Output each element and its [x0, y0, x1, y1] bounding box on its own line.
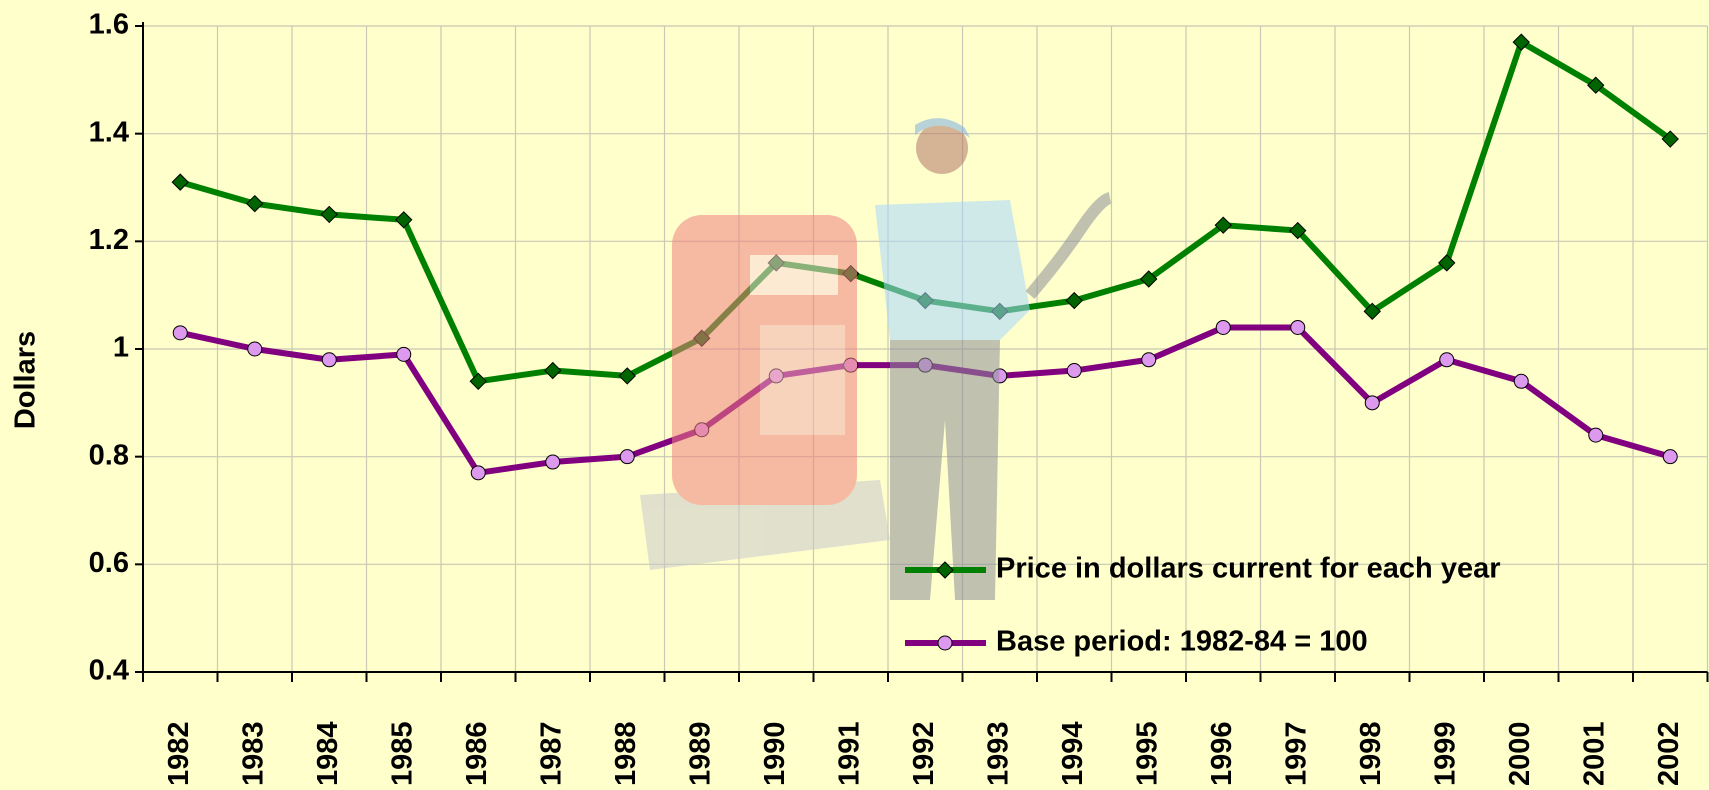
pump-window	[750, 255, 838, 295]
y-tick-label: 1.6	[89, 9, 129, 41]
marker	[1439, 352, 1455, 368]
marker	[469, 372, 487, 391]
marker	[396, 346, 412, 362]
y-tick-label: 1.4	[89, 116, 129, 148]
marker	[247, 341, 263, 357]
person-shirt	[875, 200, 1030, 340]
person-cap	[915, 118, 970, 138]
marker	[1512, 33, 1530, 51]
marker	[470, 465, 486, 481]
x-tick-label: 2000	[1504, 721, 1536, 786]
x-tick-label: 1993	[982, 721, 1014, 786]
marker	[1140, 270, 1158, 288]
marker	[1661, 130, 1679, 148]
y-tick-label: 0.6	[89, 547, 129, 579]
marker	[1141, 352, 1157, 368]
marker	[1513, 373, 1529, 389]
y-tick-label: 0.4	[89, 655, 129, 687]
person-head	[916, 122, 968, 174]
x-tick-label: 1997	[1280, 721, 1312, 786]
x-tick-label: 1988	[610, 721, 642, 786]
x-tick-label: 1991	[833, 721, 865, 786]
marker	[1214, 216, 1232, 234]
nozzle	[1025, 192, 1112, 299]
x-tick-label: 1992	[908, 721, 940, 786]
x-tick-label: 1999	[1429, 721, 1461, 786]
x-tick-label: 1985	[386, 721, 418, 786]
y-tick-label: 0.8	[89, 439, 129, 471]
legend-label: Base period: 1982-84 = 100	[996, 626, 1368, 658]
x-tick-label: 1986	[461, 721, 493, 786]
clipart	[640, 118, 1112, 600]
x-tick-label: 1984	[312, 721, 344, 786]
legend: Price in dollars current for each year Ba…	[905, 553, 1500, 658]
marker	[1588, 427, 1604, 443]
y-axis-title: Dollars	[10, 331, 42, 429]
marker	[1065, 291, 1083, 310]
marker	[1662, 449, 1678, 465]
marker	[321, 352, 337, 368]
x-tick-label: 1987	[535, 721, 567, 786]
marker	[172, 325, 188, 341]
marker	[1364, 395, 1380, 411]
x-tick-label: 1994	[1057, 721, 1089, 786]
marker	[246, 194, 264, 213]
person-trousers	[890, 340, 1000, 600]
x-tick-label: 1995	[1131, 721, 1163, 786]
marker	[1215, 319, 1231, 335]
marker	[320, 205, 338, 224]
marker	[1290, 319, 1306, 335]
x-tick-label: 1983	[237, 721, 269, 786]
x-tick-label: 1989	[684, 721, 716, 786]
marker	[936, 561, 954, 579]
x-tick-label: 1982	[163, 721, 195, 786]
marker	[1587, 76, 1605, 94]
marker	[1438, 254, 1456, 272]
x-tick-label: 1996	[1206, 721, 1238, 786]
x-tick-label: 1998	[1355, 721, 1387, 786]
x-tick-label: 2002	[1653, 721, 1685, 786]
marker	[395, 211, 413, 229]
marker	[171, 173, 189, 191]
x-tick-label: 2001	[1578, 721, 1610, 786]
marker	[545, 454, 561, 470]
x-tick-label: 1990	[759, 721, 791, 786]
marker	[544, 361, 562, 380]
marker	[1289, 221, 1307, 240]
marker	[618, 367, 636, 385]
pump-panel	[760, 325, 845, 435]
plot-area: 0.4 0.6 0.8 1 1.2 1.4 1.6 1982 1983 1984 1985 1986 1…	[89, 9, 1709, 786]
marker	[937, 635, 953, 651]
legend-label: Price in dollars current for each year	[996, 553, 1500, 585]
y-tick-label: 1.2	[89, 224, 129, 256]
marker	[1363, 302, 1381, 321]
marker	[619, 449, 635, 465]
y-tick-label: 1	[113, 332, 129, 364]
marker	[1066, 363, 1082, 379]
